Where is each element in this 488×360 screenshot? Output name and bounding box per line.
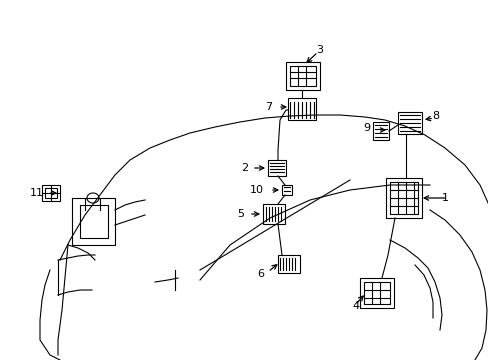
Bar [263,204,285,224]
Text: 3: 3 [315,45,323,55]
Text: 5: 5 [237,209,244,219]
Text: 7: 7 [264,102,271,112]
Bar [359,278,393,308]
Text: 4: 4 [351,301,358,311]
Text: 6: 6 [257,269,264,279]
Bar [397,112,421,134]
Bar [389,182,417,214]
Bar [363,282,389,304]
Bar [285,62,319,90]
Bar [372,122,388,140]
Bar [385,178,421,218]
Text: 1: 1 [441,193,448,203]
Text: 8: 8 [431,111,438,121]
Bar [282,185,291,195]
Bar [42,185,60,201]
Bar [289,66,315,86]
Text: 10: 10 [249,185,264,195]
Bar [278,255,299,273]
Bar [267,160,285,176]
Bar [45,188,57,198]
Text: 9: 9 [362,123,369,133]
Bar [287,98,315,120]
Text: 2: 2 [241,163,247,173]
Text: 11: 11 [30,188,44,198]
